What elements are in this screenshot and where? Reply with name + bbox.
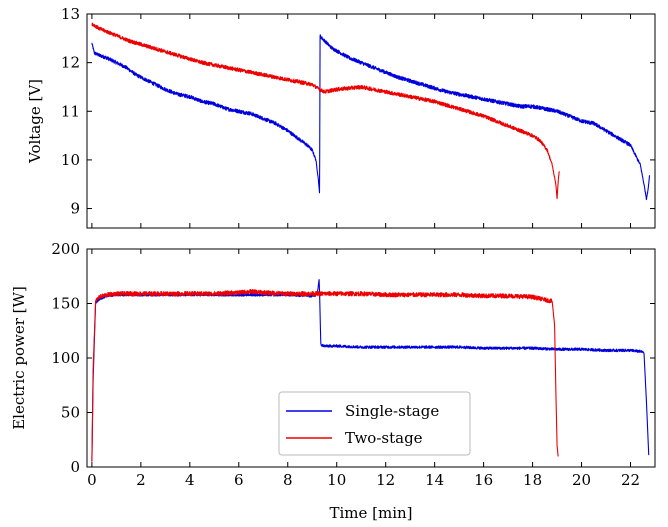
power-x-tick-label-18: 18 [523, 471, 542, 489]
power-series-two-stage [91, 289, 559, 462]
power-x-tick-label-6: 6 [234, 471, 244, 489]
voltage-plot-frame [86, 13, 656, 229]
power-x-tick-label-0: 0 [87, 471, 97, 489]
legend: Single-stage Two-stage [278, 391, 471, 456]
power-x-tick-label-12: 12 [376, 471, 395, 489]
x-axis-label: Time [min] [329, 504, 412, 522]
voltage-series-two-stage [91, 22, 560, 200]
legend-box [278, 391, 471, 456]
power-x-tick-label-14: 14 [425, 471, 444, 489]
voltage-y-tick-label-13: 13 [61, 5, 80, 23]
power-x-tick-label-8: 8 [283, 471, 293, 489]
voltage-y-tick-label-9: 9 [70, 200, 80, 218]
power-x-tick-label-10: 10 [327, 471, 346, 489]
power-y-tick-label-100: 100 [51, 349, 80, 367]
voltage-series-layer [91, 22, 651, 201]
power-x-tick-label-20: 20 [572, 471, 591, 489]
voltage-y-tick-label-11: 11 [61, 102, 80, 120]
power-y-tick-label-200: 200 [51, 240, 80, 258]
voltage-y-axis-label: Voltage [V] [26, 79, 44, 164]
voltage-ticks: 9 10 11 12 13 [61, 5, 655, 228]
power-y-tick-label-150: 150 [51, 295, 80, 313]
power-plot-frame [86, 248, 656, 468]
power-x-tick-label-22: 22 [621, 471, 640, 489]
legend-label-single-stage: Single-stage [345, 402, 439, 420]
voltage-y-tick-label-12: 12 [61, 54, 80, 72]
power-y-axis-label: Electric power [W] [10, 286, 28, 430]
power-panel: 0 2 4 6 8 10 12 14 16 18 20 22 0 50 100 150 200 Electric… [10, 240, 656, 522]
voltage-panel: 9 10 11 12 13 Voltage [V] [26, 5, 656, 229]
power-y-tick-label-0: 0 [70, 458, 80, 476]
voltage-series-single-stage [91, 34, 651, 201]
power-x-tick-label-2: 2 [136, 471, 146, 489]
legend-label-two-stage: Two-stage [345, 429, 423, 447]
power-x-tick-label-4: 4 [185, 471, 195, 489]
power-y-tick-label-50: 50 [61, 404, 80, 422]
voltage-y-tick-label-10: 10 [61, 151, 80, 169]
power-ticks: 0 2 4 6 8 10 12 14 16 18 20 22 0 50 100 150 200 [51, 240, 655, 489]
power-x-tick-label-16: 16 [474, 471, 493, 489]
power-series-layer [91, 279, 650, 462]
